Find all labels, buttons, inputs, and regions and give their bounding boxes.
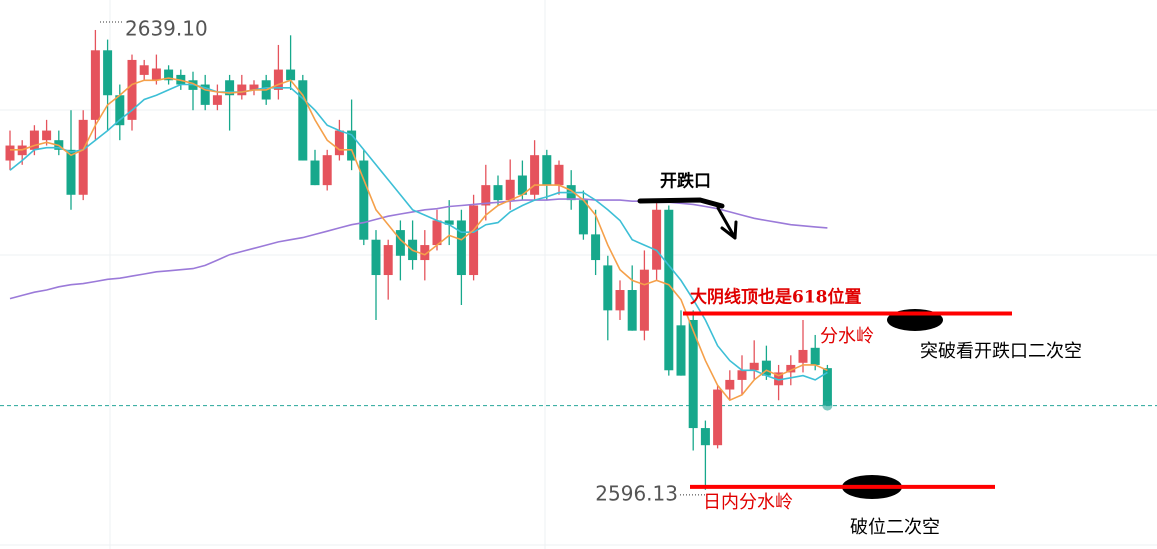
candle-body: [78, 119, 88, 195]
candle-body: [554, 164, 564, 186]
candle-body: [591, 234, 601, 261]
candle-body: [725, 379, 735, 390]
candle-body: [530, 155, 540, 195]
candle-body: [688, 319, 698, 429]
candle-body: [639, 269, 649, 331]
candle-body: [151, 68, 161, 81]
arrow: [716, 206, 738, 240]
candle-body: [286, 69, 296, 81]
candle-body: [517, 175, 527, 195]
candle-body: [310, 160, 320, 186]
candle-body: [139, 65, 149, 75]
candle-body: [334, 130, 344, 156]
candle-body: [322, 155, 332, 186]
extreme-label: 2596.13: [595, 481, 678, 505]
candle-body: [444, 220, 454, 225]
candle-body: [42, 130, 52, 141]
candle-body: [359, 160, 369, 240]
extreme-label: 2639.10: [125, 16, 208, 40]
candle-body: [822, 368, 832, 406]
candle-body: [371, 239, 381, 276]
candle-body: [603, 265, 613, 311]
candle-body: [29, 130, 39, 150]
candle-body: [786, 364, 796, 373]
candle-body: [469, 205, 479, 276]
candle-body: [164, 69, 174, 81]
annotation: 分水岭: [820, 326, 874, 347]
candle-body: [66, 149, 76, 195]
candle-body: [5, 145, 15, 161]
last-price-dot: [822, 400, 833, 411]
candle-body: [615, 290, 625, 311]
candle-body: [420, 245, 430, 261]
candle-body: [676, 325, 686, 376]
candle-body: [456, 220, 466, 276]
candle-body: [103, 50, 113, 96]
candle-body: [347, 130, 357, 161]
candle-body: [761, 360, 771, 376]
moving-average: [10, 77, 828, 402]
candle-body: [627, 290, 637, 331]
candle-body: [774, 372, 784, 386]
candle-body: [212, 95, 222, 105]
moving-average: [9, 198, 828, 300]
candle-body: [481, 185, 491, 206]
candle-body: [225, 80, 235, 96]
candle-body: [432, 220, 442, 246]
candle-body: [578, 200, 588, 235]
candle-body: [700, 428, 710, 446]
annotation: 开跌口: [660, 172, 711, 192]
candle-body: [652, 209, 662, 270]
candle-body: [127, 59, 137, 120]
candle-body: [90, 50, 100, 120]
plot: 2639.10 2596.13: [0, 16, 1157, 505]
candle-body: [493, 185, 503, 201]
candle-body: [505, 179, 515, 201]
candle-body: [664, 209, 674, 371]
annotation: 突破看开跌口二次空: [920, 341, 1082, 362]
candle-body: [249, 84, 259, 90]
candle-body: [395, 230, 405, 256]
annotation: 破位二次空: [850, 517, 940, 538]
candle-body: [810, 347, 820, 365]
annotation: 日内分水岭: [703, 492, 793, 513]
marker-line: [637, 197, 725, 209]
candle-body: [237, 84, 247, 96]
candle-body: [713, 389, 723, 446]
candle-body: [542, 155, 552, 186]
candle-body: [298, 80, 308, 161]
candle-body: [749, 362, 759, 371]
candle-body: [383, 245, 393, 276]
candle-body: [798, 349, 808, 363]
candle-body: [200, 84, 210, 105]
candle-body: [115, 95, 125, 126]
annotation: 大阴线顶也是618位置: [690, 287, 862, 308]
moving-average: [9, 83, 828, 381]
candle-body: [737, 370, 747, 380]
candle-body: [273, 69, 283, 90]
